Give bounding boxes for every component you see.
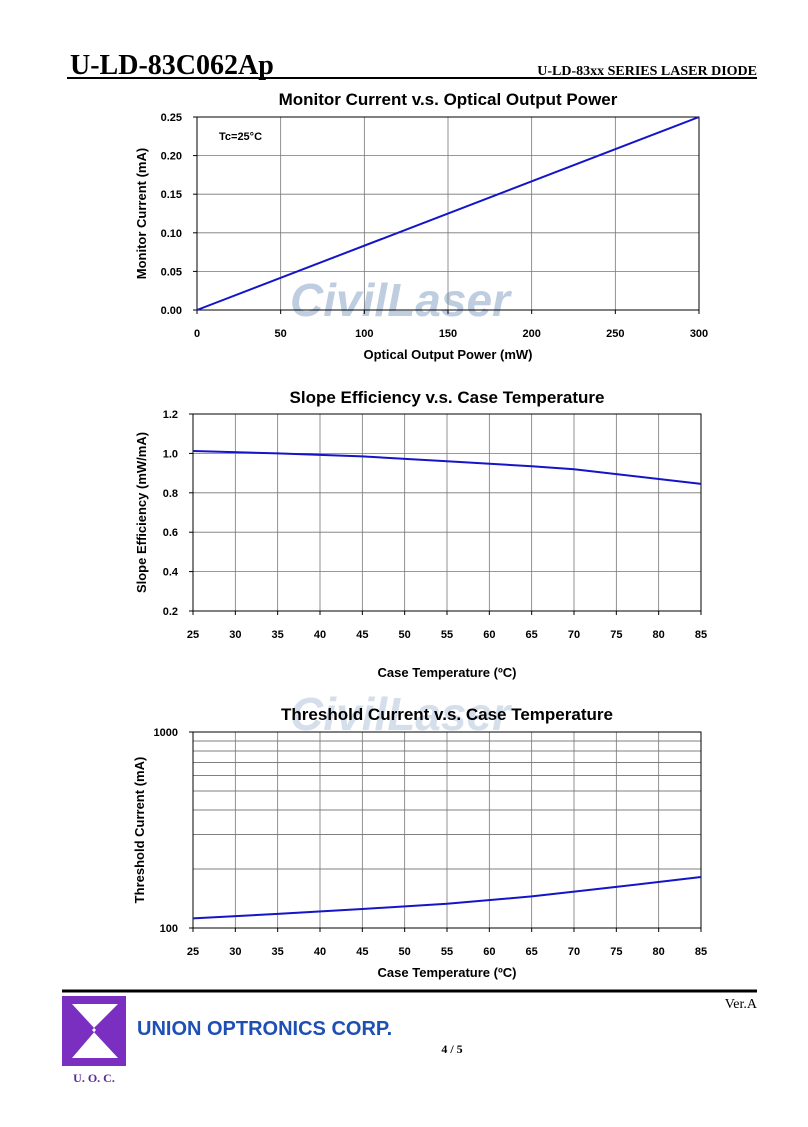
logo: U. O. C.	[62, 996, 126, 1085]
x-axis-label: Case Temperature (ºC)	[378, 965, 517, 980]
x-tick-label: 80	[653, 946, 665, 958]
y-tick-label: 0.8	[163, 488, 178, 500]
x-tick-label: 55	[441, 629, 453, 641]
chart: Monitor Current v.s. Optical Output Powe…	[134, 90, 708, 362]
y-tick-label: 0.4	[163, 567, 179, 579]
x-tick-label: 60	[483, 629, 495, 641]
y-tick-label: 0.6	[163, 527, 178, 539]
y-axis-label: Threshold Current (mA)	[132, 757, 147, 904]
x-tick-label: 200	[522, 328, 540, 340]
x-tick-label: 50	[399, 629, 411, 641]
logo-text: U. O. C.	[73, 1071, 115, 1085]
y-tick-label: 1.0	[163, 448, 178, 460]
x-tick-label: 65	[526, 629, 538, 641]
x-tick-label: 150	[439, 328, 457, 340]
chart: Slope Efficiency v.s. Case Temperature Ca…	[134, 388, 707, 680]
x-tick-label: 70	[568, 629, 580, 641]
chart-title: Slope Efficiency v.s. Case Temperature	[290, 388, 605, 407]
x-tick-label: 300	[690, 328, 708, 340]
y-tick-label: 0.25	[161, 112, 182, 124]
x-tick-label: 0	[194, 328, 200, 340]
y-tick-label: 0.20	[161, 151, 182, 163]
y-tick-label: 0.05	[161, 266, 182, 278]
x-tick-label: 100	[355, 328, 373, 340]
x-tick-label: 40	[314, 946, 326, 958]
plot-frame	[192, 413, 702, 612]
data-line	[192, 876, 702, 920]
y-axis-label: Monitor Current (mA)	[134, 148, 149, 279]
x-tick-label: 50	[399, 946, 411, 958]
series-title: U-LD-83xx SERIES LASER DIODE	[537, 64, 757, 79]
y-tick-label: 100	[160, 923, 178, 935]
x-tick-label: 65	[526, 946, 538, 958]
y-tick-label: 0.10	[161, 228, 182, 240]
x-tick-label: 35	[272, 629, 284, 641]
x-tick-label: 25	[187, 946, 199, 958]
data-line	[196, 116, 700, 311]
plot-frame	[192, 731, 702, 929]
y-tick-label: 1.2	[163, 409, 178, 421]
version: Ver.A	[725, 997, 758, 1012]
logo-mark	[72, 1004, 118, 1058]
plot-frame	[196, 116, 700, 311]
page-number: 4 / 5	[441, 1042, 462, 1056]
x-tick-label: 35	[272, 946, 284, 958]
x-tick-label: 25	[187, 629, 199, 641]
y-tick-label: 0.15	[161, 189, 182, 201]
chart: Threshold Current v.s. Case Temperature C…	[132, 705, 707, 980]
y-tick-label: 0.2	[163, 606, 178, 618]
x-tick-label: 75	[610, 629, 622, 641]
part-number: U-LD-83C062Ap	[70, 50, 274, 81]
x-tick-label: 30	[229, 629, 241, 641]
y-tick-label: 1000	[154, 727, 178, 739]
watermark: CivilLaser	[290, 688, 512, 740]
x-tick-label: 50	[275, 328, 287, 340]
chart-title: Threshold Current v.s. Case Temperature	[281, 705, 613, 724]
x-tick-label: 70	[568, 946, 580, 958]
annotation: Tc=25°C	[219, 131, 262, 143]
y-axis-label: Slope Efficiency (mW/mA)	[134, 432, 149, 593]
x-tick-label: 55	[441, 946, 453, 958]
y-tick-label: 0.00	[161, 305, 182, 317]
x-tick-label: 80	[653, 629, 665, 641]
company-name: UNION OPTRONICS CORP.	[137, 1018, 392, 1040]
x-axis-label: Case Temperature (ºC)	[378, 665, 517, 680]
chart-title: Monitor Current v.s. Optical Output Powe…	[279, 90, 618, 109]
x-tick-label: 45	[356, 629, 368, 641]
x-axis-label: Optical Output Power (mW)	[364, 347, 533, 362]
x-tick-label: 75	[610, 946, 622, 958]
x-tick-label: 45	[356, 946, 368, 958]
x-tick-label: 40	[314, 629, 326, 641]
x-tick-label: 30	[229, 946, 241, 958]
x-tick-label: 250	[606, 328, 624, 340]
watermark: CivilLaser	[290, 274, 512, 326]
x-tick-label: 85	[695, 946, 707, 958]
x-tick-label: 60	[483, 946, 495, 958]
x-tick-label: 85	[695, 629, 707, 641]
data-line	[192, 450, 702, 485]
